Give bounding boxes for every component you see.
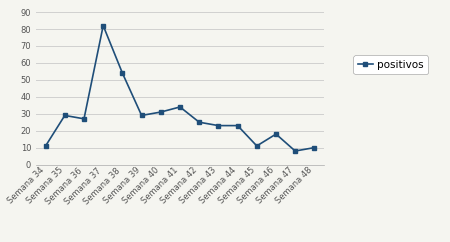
positivos [81, 117, 87, 120]
Line: positivos: positivos [43, 23, 317, 153]
positivos [292, 150, 298, 152]
positivos [177, 106, 183, 108]
positivos [216, 124, 221, 127]
Legend: positivos: positivos [354, 55, 428, 74]
positivos [235, 124, 240, 127]
positivos [312, 146, 317, 149]
positivos [100, 24, 106, 27]
positivos [139, 114, 144, 117]
positivos [158, 111, 163, 113]
positivos [120, 72, 125, 75]
positivos [43, 144, 48, 147]
positivos [62, 114, 68, 117]
positivos [254, 144, 260, 147]
positivos [197, 121, 202, 124]
positivos [273, 133, 279, 136]
